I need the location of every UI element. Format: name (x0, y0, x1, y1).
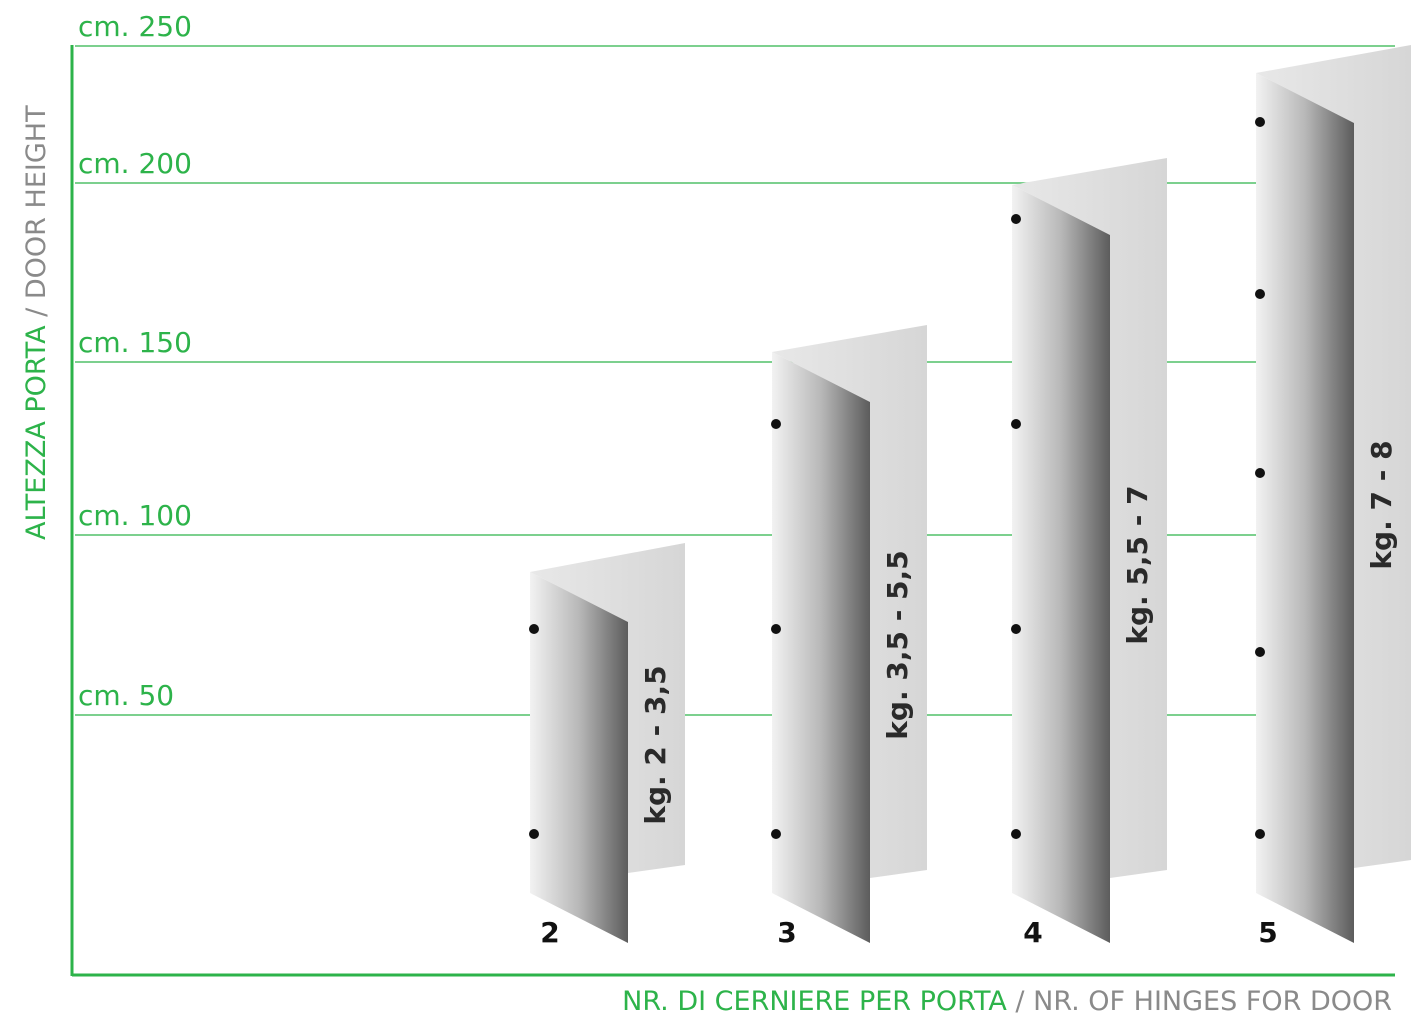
hinge-count: 2 (540, 916, 559, 949)
hinge-dot (1255, 829, 1265, 839)
x-axis-title: NR. DI CERNIERE PER PORTA / NR. OF HINGE… (622, 986, 1392, 1017)
door-front (1012, 185, 1110, 943)
y-tick-label: cm. 100 (78, 499, 192, 532)
door-front (530, 572, 628, 943)
hinge-count: 4 (1023, 916, 1042, 949)
hinge-dot (771, 419, 781, 429)
door-weight: kg. 5,5 - 7 (1121, 485, 1154, 644)
door-back (530, 543, 685, 873)
x-title-sep: / (1015, 986, 1025, 1017)
door-front (1256, 73, 1354, 943)
door: kg. 5,5 - 7 4 (1011, 158, 1167, 949)
hinge-dot (1255, 289, 1265, 299)
door-weight: kg. 2 - 3,5 (639, 665, 672, 824)
y-tick-label: cm. 250 (78, 10, 192, 43)
y-axis-title: ALTEZZA PORTA / DOOR HEIGHT (21, 105, 52, 540)
y-title-en: DOOR HEIGHT (21, 105, 52, 299)
x-title-en: NR. OF HINGES FOR DOOR (1033, 986, 1392, 1017)
door-weight: kg. 7 - 8 (1365, 440, 1398, 569)
x-title-it: NR. DI CERNIERE PER PORTA (622, 986, 1007, 1017)
door-back (1256, 45, 1411, 868)
hinge-dot (529, 624, 539, 634)
door: kg. 7 - 8 5 (1255, 45, 1411, 949)
hinge-dot (771, 624, 781, 634)
door: kg. 3,5 - 5,5 3 (771, 325, 927, 949)
door-back (772, 325, 927, 878)
hinge-dot (1011, 829, 1021, 839)
door-back (1012, 158, 1167, 878)
y-title-sep: / (21, 307, 52, 317)
hinge-dot (1255, 468, 1265, 478)
hinge-dot (1255, 647, 1265, 657)
y-title-it: ALTEZZA PORTA (21, 325, 52, 540)
hinge-dot (1011, 214, 1021, 224)
y-tick-label: cm. 200 (78, 147, 192, 180)
door-front (772, 352, 870, 943)
hinge-dot (771, 829, 781, 839)
hinge-dot (1255, 117, 1265, 127)
hinge-dot (1011, 419, 1021, 429)
y-tick-label: cm. 150 (78, 326, 192, 359)
door: kg. 2 - 3,5 2 (529, 543, 685, 949)
hinge-dot (1011, 624, 1021, 634)
hinge-count: 5 (1258, 916, 1277, 949)
hinge-count: 3 (777, 916, 796, 949)
y-tick-label: cm. 50 (78, 679, 174, 712)
hinge-dot (529, 829, 539, 839)
door-weight: kg. 3,5 - 5,5 (881, 550, 914, 739)
